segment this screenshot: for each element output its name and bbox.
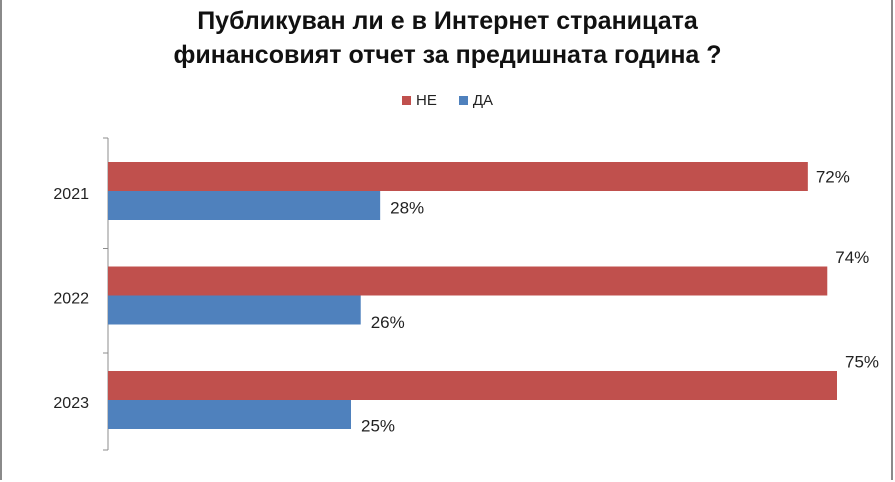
legend-item-da: ДА [458, 92, 493, 109]
title-line-2: финансовият отчет за предишната година ? [173, 41, 722, 69]
data-label-da-2023: 25% [361, 416, 395, 435]
legend-label-ne: НЕ [415, 92, 437, 109]
bar-da-2022 [108, 295, 361, 325]
category-label-2021: 2021 [53, 186, 89, 203]
legend-swatch-ne [401, 96, 411, 105]
bar-da-2023 [108, 400, 351, 429]
bar-ne-2021 [108, 162, 808, 191]
category-label-2022: 2022 [53, 291, 89, 308]
legend-swatch-da [458, 96, 468, 105]
category-label-2023: 2023 [53, 395, 89, 412]
legend-label-da: ДА [472, 92, 493, 109]
data-label-ne-2023: 75% [845, 352, 879, 371]
data-label-ne-2021: 72% [816, 167, 850, 186]
data-label-ne-2022: 74% [835, 248, 869, 267]
data-label-da-2022: 26% [371, 313, 405, 332]
legend: НЕ ДА [0, 92, 895, 109]
legend-item-ne: НЕ [401, 92, 437, 109]
bar-ne-2023 [108, 371, 837, 400]
bar-ne-2022 [108, 266, 828, 296]
data-label-da-2021: 28% [390, 198, 424, 217]
chart-title: Публикуван ли е в Интернет страницата фи… [0, 4, 895, 72]
title-line-1: Публикуван ли е в Интернет страницата [197, 7, 698, 35]
bar-da-2021 [108, 191, 381, 220]
